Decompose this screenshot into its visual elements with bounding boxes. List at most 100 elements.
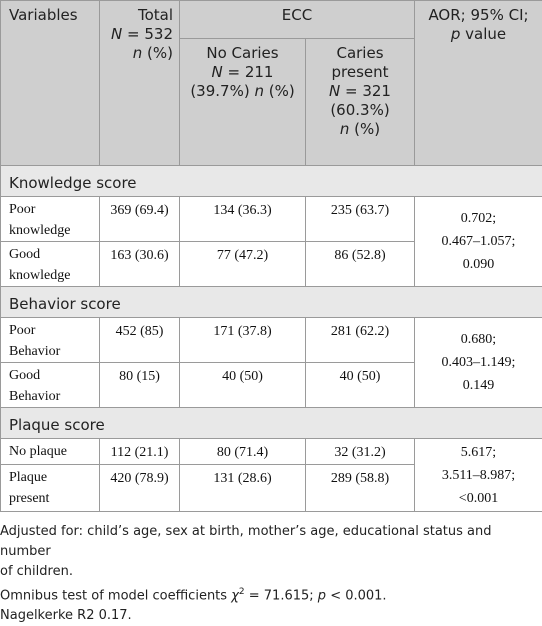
header-variables: Variables <box>1 1 100 166</box>
header-aor-value: value <box>460 25 506 43</box>
header-caries-label-1: Caries <box>306 44 414 63</box>
header-total-n: N = 532 <box>100 25 173 44</box>
aor-ci: 3.511–8.987; <box>415 464 542 487</box>
cell-no-caries: 131 (28.6) <box>180 465 306 512</box>
header-caries-n: N = 321 <box>306 82 414 101</box>
footnote-nagelkerke: Nagelkerke R2 0.17. <box>0 606 540 626</box>
omnibus-suffix: < 0.001. <box>326 588 387 603</box>
section-row-behavior: Behavior score <box>1 287 542 318</box>
header-caries-n-value: = 321 <box>340 82 391 100</box>
footnote-adjusted-line2: of children. <box>0 562 540 582</box>
results-table: Variables Total N = 532 n (%) ECC AOR; 9… <box>0 0 542 512</box>
header-caries-label-2: present <box>306 63 414 82</box>
section-row-plaque: Plaque score <box>1 408 542 439</box>
footnote-omnibus: Omnibus test of model coefficients χ2 = … <box>0 582 540 606</box>
aor-p: 0.090 <box>415 253 542 276</box>
header-no-caries-pct: (39.7%) n (%) <box>180 82 305 101</box>
row-label-line1: No plaque <box>9 441 99 462</box>
aor-p: 0.149 <box>415 374 542 397</box>
header-no-caries: No Caries N = 211 (39.7%) n (%) <box>180 39 306 166</box>
row-label-line1: Plaque <box>9 467 99 488</box>
section-title-knowledge: Knowledge score <box>1 166 542 197</box>
cell-caries: 86 (52.8) <box>306 242 415 287</box>
aor-or: 5.617; <box>415 441 542 464</box>
cell-total: 420 (78.9) <box>100 465 180 512</box>
aor-or: 0.680; <box>415 328 542 351</box>
aor-ci: 0.467–1.057; <box>415 230 542 253</box>
cell-total: 112 (21.1) <box>100 439 180 465</box>
header-caries-unit-pct: (%) <box>349 120 380 138</box>
table-row: Poor Behavior 452 (85) 171 (37.8) 281 (6… <box>1 318 542 363</box>
header-total-unit-pct: (%) <box>142 44 173 62</box>
cell-no-caries: 134 (36.3) <box>180 197 306 242</box>
cell-total: 369 (69.4) <box>100 197 180 242</box>
cell-no-caries: 80 (71.4) <box>180 439 306 465</box>
section-title-behavior: Behavior score <box>1 287 542 318</box>
table-row: Poor knowledge 369 (69.4) 134 (36.3) 235… <box>1 197 542 242</box>
aor-p: <0.001 <box>415 487 542 510</box>
header-ecc-text: ECC <box>282 6 312 24</box>
row-label: Good Behavior <box>1 363 100 408</box>
cell-caries: 32 (31.2) <box>306 439 415 465</box>
aor-or: 0.702; <box>415 207 542 230</box>
section-row-knowledge: Knowledge score <box>1 166 542 197</box>
header-variables-text: Variables <box>9 6 78 24</box>
header-no-caries-unit-pct: (%) <box>264 82 295 100</box>
header-total-label: Total <box>100 6 173 25</box>
row-label-line1: Poor <box>9 199 99 220</box>
cell-no-caries: 77 (47.2) <box>180 242 306 287</box>
header-caries-pct: (60.3%) <box>306 101 414 120</box>
cell-total: 452 (85) <box>100 318 180 363</box>
section-title-plaque: Plaque score <box>1 408 542 439</box>
cell-caries: 235 (63.7) <box>306 197 415 242</box>
header-caries-unit: n (%) <box>306 120 414 139</box>
row-label-line2: present <box>9 488 99 509</box>
header-total-unit: n (%) <box>100 44 173 63</box>
cell-total: 163 (30.6) <box>100 242 180 287</box>
omnibus-p: p <box>318 588 326 603</box>
row-label-line2: knowledge <box>9 265 99 286</box>
cell-total: 80 (15) <box>100 363 180 408</box>
header-aor-line1: AOR; 95% CI; <box>415 6 542 25</box>
table-footnotes: Adjusted for: child’s age, sex at birth,… <box>0 522 540 626</box>
cell-no-caries: 40 (50) <box>180 363 306 408</box>
cell-caries: 40 (50) <box>306 363 415 408</box>
header-caries-unit-n: n <box>340 120 350 138</box>
header-aor-p: p <box>451 25 461 43</box>
table-header-row: Variables Total N = 532 n (%) ECC AOR; 9… <box>1 1 542 39</box>
cell-caries: 289 (58.8) <box>306 465 415 512</box>
row-label-line1: Good <box>9 244 99 265</box>
header-total-unit-n: n <box>133 44 143 62</box>
aor-ci: 0.403–1.149; <box>415 351 542 374</box>
header-total-n-prefix: N <box>111 25 122 43</box>
header-total: Total N = 532 n (%) <box>100 1 180 166</box>
header-no-caries-n: N = 211 <box>180 63 305 82</box>
row-label: Poor Behavior <box>1 318 100 363</box>
omnibus-prefix: Omnibus test of model coefficients <box>0 588 231 603</box>
cell-no-caries: 171 (37.8) <box>180 318 306 363</box>
header-no-caries-label: No Caries <box>180 44 305 63</box>
row-label-line2: knowledge <box>9 220 99 241</box>
row-label-line1: Good <box>9 365 99 386</box>
cell-aor: 0.702; 0.467–1.057; 0.090 <box>415 197 542 287</box>
header-caries-present: Caries present N = 321 (60.3%) n (%) <box>306 39 415 166</box>
row-label-line2: Behavior <box>9 341 99 362</box>
row-label: Good knowledge <box>1 242 100 287</box>
cell-aor: 0.680; 0.403–1.149; 0.149 <box>415 318 542 408</box>
header-no-caries-n-prefix: N <box>212 63 223 81</box>
header-total-n-value: = 532 <box>122 25 173 43</box>
row-label-line1: Poor <box>9 320 99 341</box>
header-aor-line2: p value <box>415 25 542 44</box>
cell-aor: 5.617; 3.511–8.987; <0.001 <box>415 439 542 512</box>
table-row: No plaque 112 (21.1) 80 (71.4) 32 (31.2)… <box>1 439 542 465</box>
header-aor: AOR; 95% CI; p value <box>415 1 542 166</box>
row-label: Plaque present <box>1 465 100 512</box>
row-label-line2: Behavior <box>9 386 99 407</box>
cell-caries: 281 (62.2) <box>306 318 415 363</box>
omnibus-value: = 71.615; <box>245 588 318 603</box>
row-label: No plaque <box>1 439 100 465</box>
header-no-caries-unit-n: n <box>254 82 264 100</box>
header-no-caries-pct-text: (39.7%) <box>190 82 254 100</box>
header-caries-n-prefix: N <box>329 82 340 100</box>
header-ecc: ECC <box>180 1 415 39</box>
